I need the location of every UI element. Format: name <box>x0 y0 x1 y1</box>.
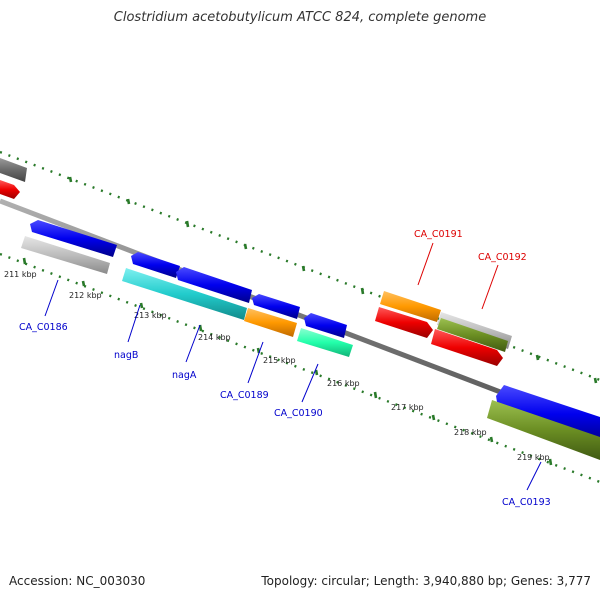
gene-ca-c0190-arrow <box>304 313 347 338</box>
kbp-label-212: 212 kbp <box>69 291 102 300</box>
gene-ca-c0191-orange <box>380 291 441 322</box>
kbp-label-216: 216 kbp <box>327 379 360 388</box>
inner-tick-ring <box>0 252 600 484</box>
gene-label-ca-c0191[interactable]: CA_C0191 <box>414 229 463 240</box>
gene-ca-c0189 <box>244 308 297 337</box>
kbp-label-213: 213 kbp <box>134 311 167 320</box>
gene-ca-c0190 <box>297 328 353 357</box>
gene-label-ca-c0193[interactable]: CA_C0193 <box>502 497 551 508</box>
gene-ca-c0186-arrow <box>30 220 117 257</box>
gene-partial-dark-grey <box>0 158 27 182</box>
gene-ca-c0192-olive <box>437 318 508 352</box>
kbp-label-219: 219 kbp <box>517 453 550 462</box>
kbp-label-215: 215 kbp <box>263 356 296 365</box>
gene-ca-c0192-red <box>431 329 503 366</box>
gene-ca-c0193 <box>487 400 600 460</box>
map-title: Clostridium acetobutylicum ATCC 824, com… <box>113 10 487 25</box>
label-leader-lines <box>44 242 542 491</box>
gene-nagb-arrow <box>131 252 180 278</box>
gene-label-ca-c0192[interactable]: CA_C0192 <box>478 252 527 263</box>
gene-label-naga[interactable]: nagA <box>172 370 197 381</box>
accession-text: Accession: NC_003030 <box>9 574 146 588</box>
gene-ca-c0191-red <box>375 307 433 338</box>
genome-summary-text: Topology: circular; Length: 3,940,880 bp… <box>261 574 591 588</box>
gene-label-ca-c0189[interactable]: CA_C0189 <box>220 390 269 401</box>
gene-nagb-naga <box>122 268 247 320</box>
kbp-label-211: 211 kbp <box>4 270 37 279</box>
gene-ca-c0189-arrow <box>252 294 300 319</box>
kbp-label-218: 218 kbp <box>454 428 487 437</box>
kbp-label-214: 214 kbp <box>198 333 231 342</box>
gene-label-ca-c0190[interactable]: CA_C0190 <box>274 408 323 419</box>
gene-ca-c0186 <box>21 236 110 274</box>
gene-label-nagb[interactable]: nagB <box>114 350 138 361</box>
gene-partial-red <box>0 180 20 199</box>
kbp-label-217: 217 kbp <box>391 403 424 412</box>
gene-label-ca-c0186[interactable]: CA_C0186 <box>19 322 68 333</box>
gene-naga-arrow <box>176 267 252 303</box>
